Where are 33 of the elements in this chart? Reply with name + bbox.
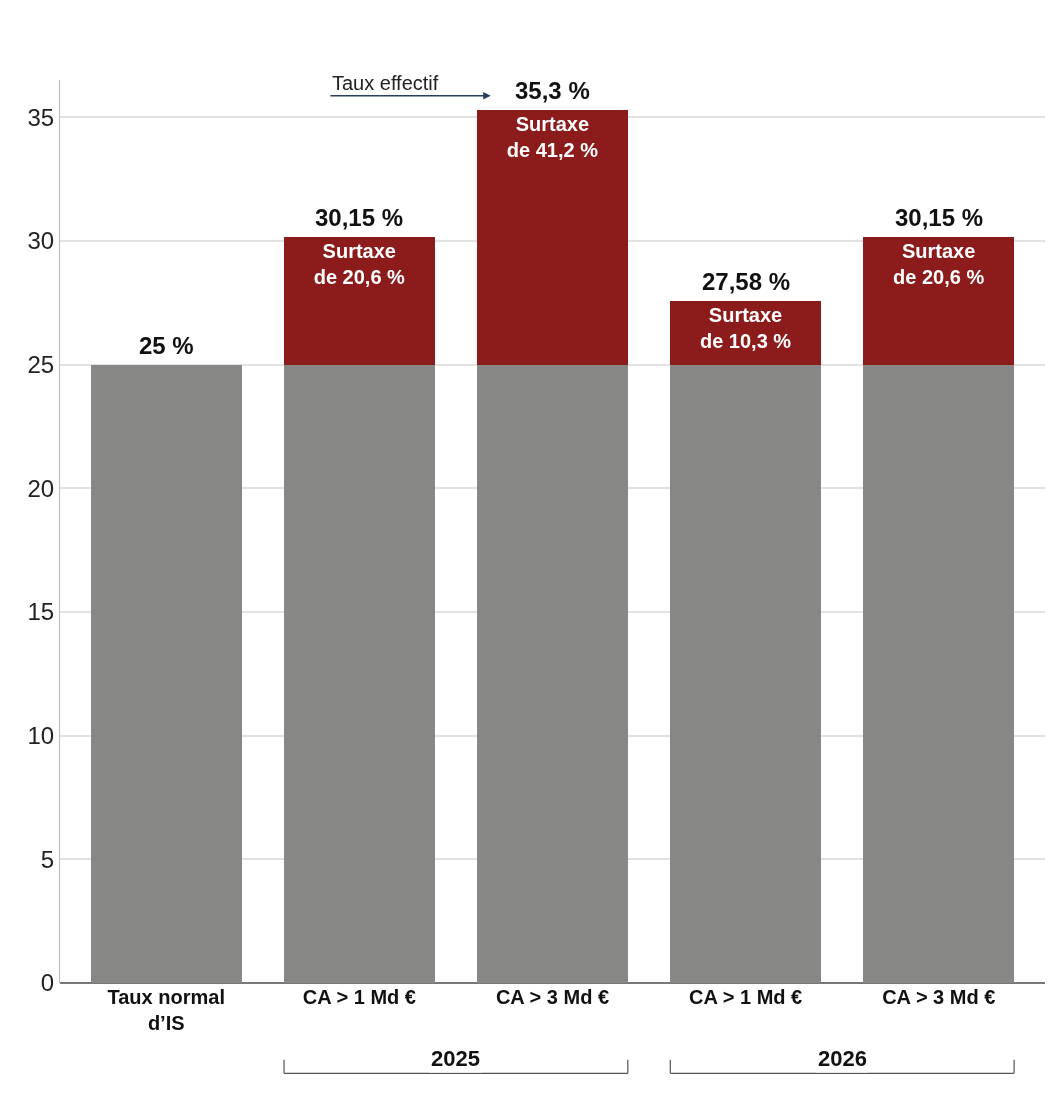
text: 2025 xyxy=(431,1046,480,1071)
bar xyxy=(284,237,435,365)
bar xyxy=(863,237,1015,365)
total-label: 30,15 % xyxy=(895,204,984,231)
text: 2026 xyxy=(818,1046,867,1071)
bar xyxy=(863,364,1015,983)
total-label: 27,58 % xyxy=(702,268,791,295)
y-tick-label: 0 xyxy=(40,969,55,997)
y-tick-label: 35 xyxy=(27,103,55,131)
data-label: Surtaxe de 10,3 % xyxy=(699,303,792,352)
data-label: Surtaxe de 41,2 % xyxy=(506,112,599,161)
bar xyxy=(670,364,821,983)
y-tick-label: 25 xyxy=(27,350,55,378)
x-tick-label: CA > 3 Md € xyxy=(882,986,996,1008)
total-label: 25 % xyxy=(139,332,194,359)
y-tick-label: 15 xyxy=(27,598,55,626)
x-tick-label: CA > 3 Md € xyxy=(495,986,610,1008)
y-tick-label: 10 xyxy=(27,722,55,749)
x-tick-label: Taux normal d’IS xyxy=(107,986,225,1034)
bar xyxy=(284,364,435,983)
data-label: Surtaxe de 20,6 % xyxy=(893,240,985,289)
x-tick-label: CA > 1 Md € xyxy=(302,986,416,1008)
bar xyxy=(477,364,628,983)
bar xyxy=(477,109,628,365)
y-tick-label: 20 xyxy=(27,474,55,502)
data-label: Surtaxe de 20,6 % xyxy=(313,240,406,289)
bar xyxy=(90,364,242,983)
x-tick-label: CA > 1 Md € xyxy=(689,986,803,1008)
total-label: 35,3 % xyxy=(515,77,590,104)
y-tick-label: 5 xyxy=(40,845,55,873)
annotation: Taux effectif xyxy=(332,72,439,94)
y-tick-label: 30 xyxy=(27,227,55,255)
total-label: 30,15 % xyxy=(315,204,404,231)
